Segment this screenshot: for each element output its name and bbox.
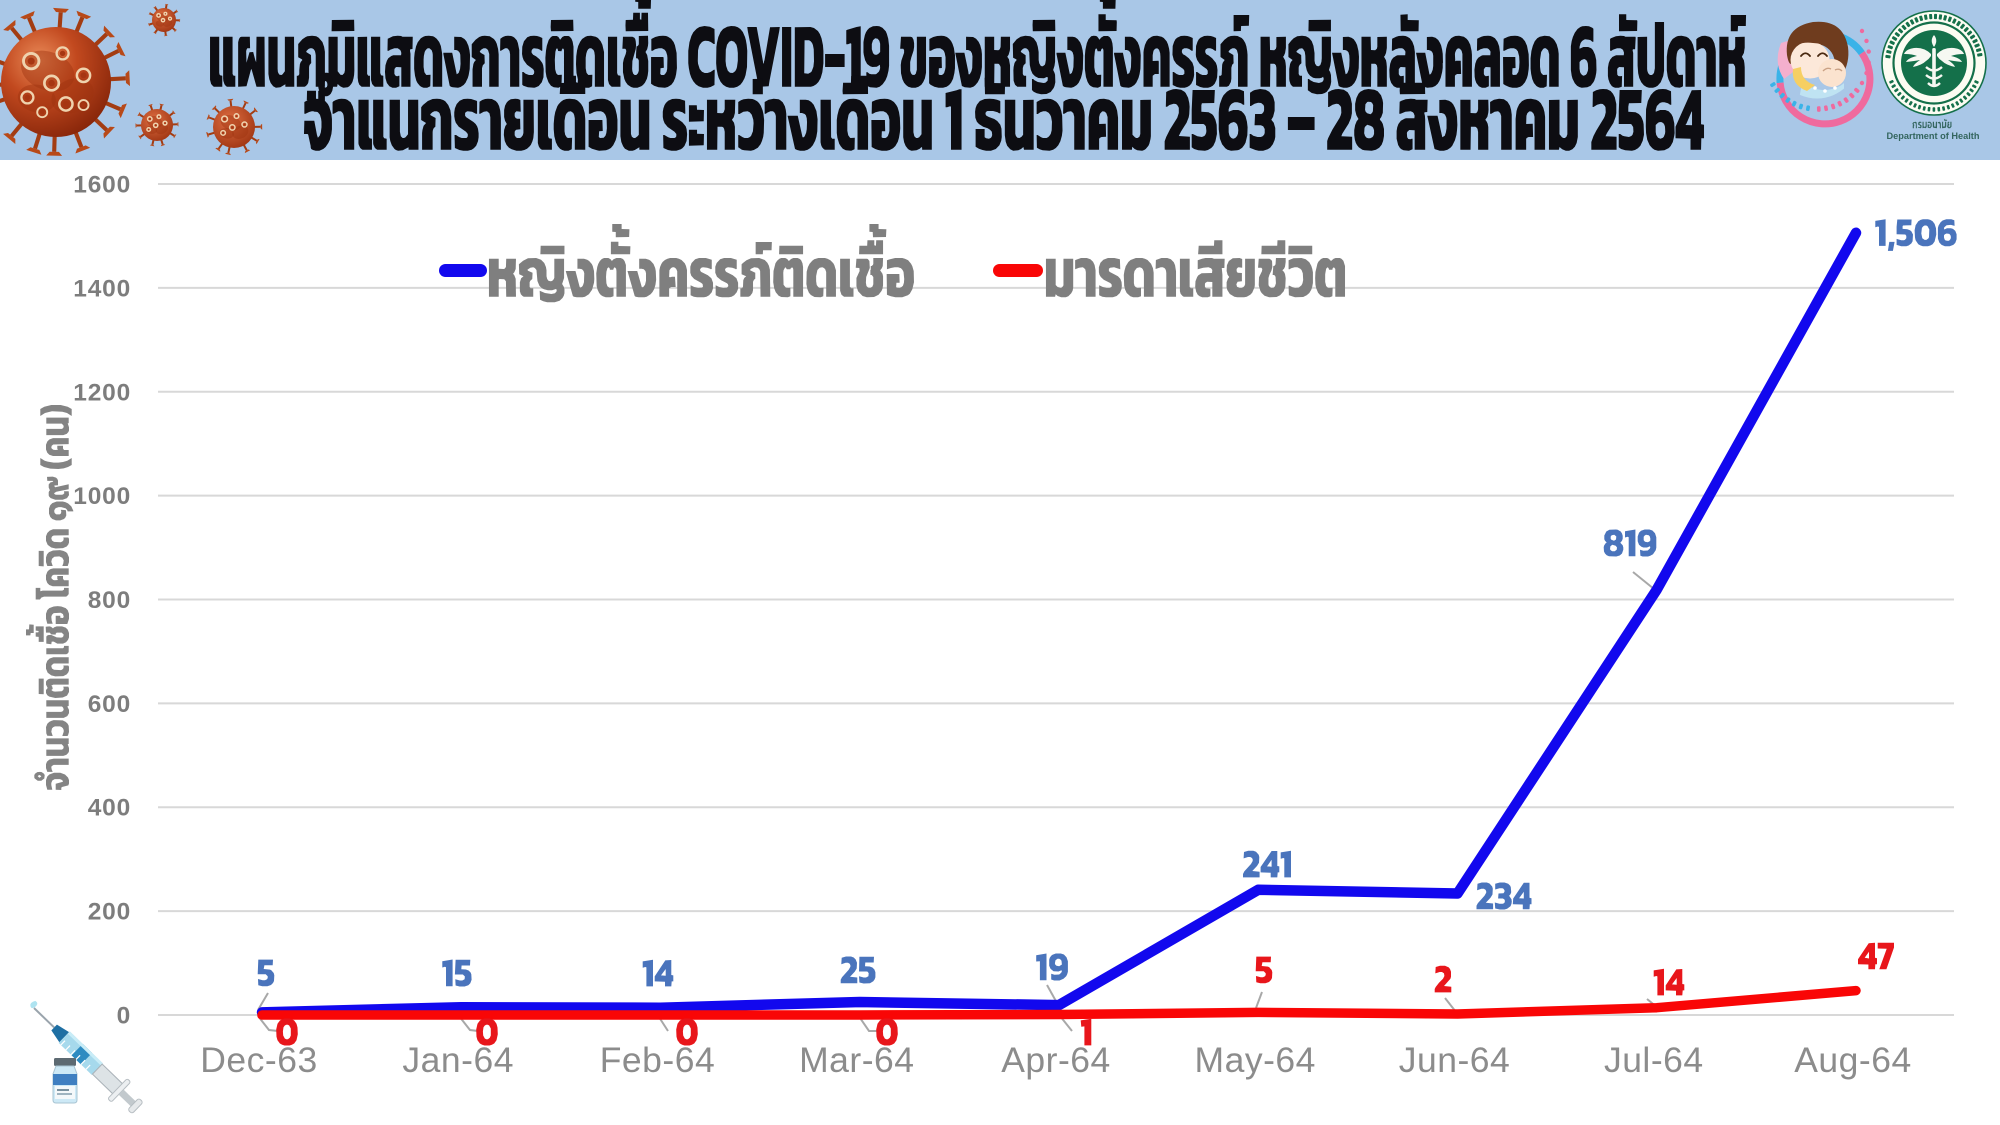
- svg-text:Aug-64: Aug-64: [1794, 1040, 1911, 1080]
- svg-text:1400: 1400: [73, 275, 131, 302]
- svg-text:600: 600: [88, 691, 131, 718]
- svg-text:Mar-64: Mar-64: [799, 1040, 914, 1080]
- svg-text:Department of Health: Department of Health: [1887, 131, 1980, 141]
- svg-text:Apr-64: Apr-64: [1001, 1040, 1111, 1080]
- svg-text:Dec-63: Dec-63: [200, 1040, 317, 1080]
- svg-text:1200: 1200: [73, 379, 131, 406]
- svg-text:400: 400: [88, 795, 131, 822]
- svg-text:800: 800: [88, 587, 131, 614]
- svg-text:Feb-64: Feb-64: [600, 1040, 715, 1080]
- svg-text:0: 0: [117, 1003, 131, 1030]
- svg-text:Jul-64: Jul-64: [1604, 1040, 1704, 1080]
- svg-text:May-64: May-64: [1195, 1040, 1316, 1080]
- svg-text:1000: 1000: [73, 483, 131, 510]
- svg-text:200: 200: [88, 899, 131, 926]
- svg-text:Jan-64: Jan-64: [402, 1040, 514, 1080]
- svg-text:1600: 1600: [73, 172, 131, 199]
- svg-text:Jun-64: Jun-64: [1399, 1040, 1511, 1080]
